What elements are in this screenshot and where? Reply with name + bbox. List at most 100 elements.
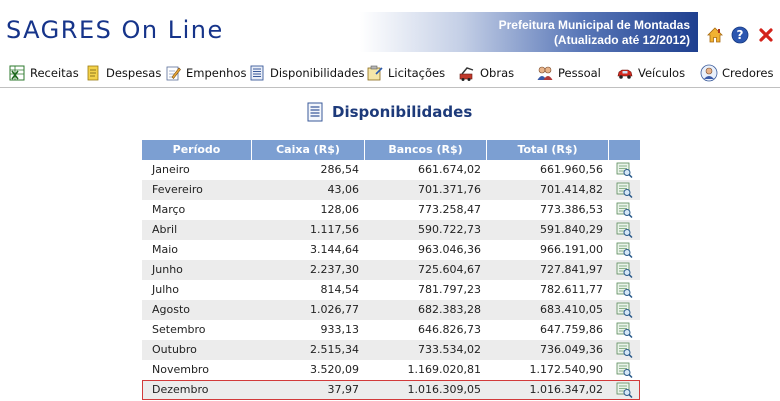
table-row: Agosto 1.026,77 682.383,28 683.410,05	[142, 300, 640, 320]
table-row: Julho 814,54 781.797,23 782.611,77	[142, 280, 640, 300]
nav-disponibilidades[interactable]: Disponibilidades	[248, 62, 364, 84]
list-document-icon	[250, 65, 264, 81]
list-document-icon	[307, 102, 323, 122]
nav-label: Licitações	[388, 66, 446, 80]
cell-caixa: 128,06	[320, 203, 360, 216]
col-header-total: Total (R$)	[487, 140, 609, 160]
table-row: Novembro 3.520,09 1.169.020,81 1.172.540,90	[142, 360, 640, 380]
cell-detail	[609, 200, 640, 220]
cell-periodo: Março	[152, 203, 186, 216]
detail-view-icon[interactable]	[616, 162, 633, 178]
nav-receitas[interactable]: Receitas	[8, 62, 79, 84]
nav-label: Disponibilidades	[270, 66, 365, 80]
table-row: Junho 2.237,30 725.604,67 727.841,97	[142, 260, 640, 280]
table-row: Setembro 933,13 646.826,73 647.759,86	[142, 320, 640, 340]
nav-empenhos[interactable]: Empenhos	[164, 62, 246, 84]
cell-detail	[609, 280, 640, 300]
detail-view-icon[interactable]	[616, 202, 633, 218]
cell-periodo: Outubro	[152, 343, 197, 356]
cell-bancos: 725.604,67	[418, 263, 481, 276]
nav-label: Credores	[722, 66, 774, 80]
nav-label: Receitas	[30, 66, 79, 80]
help-icon[interactable]: ?	[731, 26, 749, 44]
detail-view-icon[interactable]	[616, 242, 633, 258]
cell-total: 727.841,97	[540, 263, 603, 276]
col-header-bancos: Bancos (R$)	[365, 140, 487, 160]
cell-bancos: 733.534,02	[418, 343, 481, 356]
cell-total: 683.410,05	[540, 303, 603, 316]
cell-caixa: 1.026,77	[310, 303, 359, 316]
org-name: Prefeitura Municipal de Montadas	[498, 18, 690, 32]
nav-label: Obras	[480, 66, 515, 80]
home-icon[interactable]	[706, 26, 724, 44]
cell-total: 736.049,36	[540, 343, 603, 356]
nav-veiculos[interactable]: Veículos	[616, 62, 685, 84]
cell-total: 773.386,53	[540, 203, 603, 216]
cell-detail	[609, 360, 640, 380]
app-header: SAGRES On Line Prefeitura Municipal de M…	[0, 0, 780, 58]
col-header-periodo: Período	[142, 140, 252, 160]
cell-caixa: 1.117,56	[310, 223, 359, 236]
detail-view-icon[interactable]	[616, 222, 633, 238]
detail-view-icon[interactable]	[616, 262, 633, 278]
cell-caixa: 814,54	[320, 283, 360, 296]
cell-bancos: 963.046,36	[418, 243, 481, 256]
nav-pessoal[interactable]: Pessoal	[536, 62, 601, 84]
cell-periodo: Dezembro	[152, 383, 209, 396]
detail-view-icon[interactable]	[616, 302, 633, 318]
cell-detail	[609, 260, 640, 280]
cell-detail	[609, 240, 640, 260]
cell-bancos: 682.383,28	[418, 303, 481, 316]
table-row: Março 128,06 773.258,47 773.386,53	[142, 200, 640, 220]
cell-total: 647.759,86	[540, 323, 603, 336]
cell-total: 591.840,29	[540, 223, 603, 236]
cell-total: 701.414,82	[540, 183, 603, 196]
cell-periodo: Novembro	[152, 363, 209, 376]
app-logo: SAGRES On Line	[6, 16, 224, 44]
disponibilidades-table: Período Caixa (R$) Bancos (R$) Total (R$…	[142, 140, 640, 400]
cell-detail	[609, 320, 640, 340]
cell-periodo: Janeiro	[152, 163, 190, 176]
cell-bancos: 590.722,73	[418, 223, 481, 236]
nav-obras[interactable]: Obras	[458, 62, 514, 84]
cell-total: 1.016.347,02	[529, 383, 603, 396]
detail-view-icon[interactable]	[616, 282, 633, 298]
updated-status: (Atualizado até 12/2012)	[553, 33, 690, 47]
document-icon	[87, 65, 99, 81]
table-header-row: Período Caixa (R$) Bancos (R$) Total (R$…	[142, 140, 640, 160]
table-row: Dezembro 37,97 1.016.309,05 1.016.347,02	[142, 380, 640, 400]
cell-bancos: 646.826,73	[418, 323, 481, 336]
table-row: Fevereiro 43,06 701.371,76 701.414,82	[142, 180, 640, 200]
close-icon[interactable]	[757, 26, 775, 44]
detail-view-icon[interactable]	[616, 342, 633, 358]
cell-detail	[609, 160, 640, 180]
cell-detail	[609, 180, 640, 200]
cell-detail	[609, 220, 640, 240]
nav-label: Empenhos	[186, 66, 247, 80]
table-row: Janeiro 286,54 661.674,02 661.960,56	[142, 160, 640, 180]
cell-periodo: Julho	[152, 283, 179, 296]
clipboard-icon	[367, 65, 383, 81]
cell-total: 782.611,77	[540, 283, 603, 296]
cell-caixa: 2.515,34	[310, 343, 359, 356]
detail-view-icon[interactable]	[616, 182, 633, 198]
detail-view-icon[interactable]	[616, 382, 633, 398]
cell-total: 966.191,00	[540, 243, 603, 256]
cell-periodo: Fevereiro	[152, 183, 203, 196]
detail-view-icon[interactable]	[616, 362, 633, 378]
header-actions: ?	[704, 26, 778, 46]
table-row: Maio 3.144,64 963.046,36 966.191,00	[142, 240, 640, 260]
nav-licitacoes[interactable]: Licitações	[366, 62, 445, 84]
cell-periodo: Setembro	[152, 323, 206, 336]
svg-text:?: ?	[737, 28, 744, 42]
nav-despesas[interactable]: Despesas	[84, 62, 161, 84]
spreadsheet-icon	[9, 65, 25, 81]
table-row: Outubro 2.515,34 733.534,02 736.049,36	[142, 340, 640, 360]
nav-label: Veículos	[638, 66, 686, 80]
cell-caixa: 37,97	[327, 383, 360, 396]
car-icon	[617, 69, 633, 79]
user-icon	[700, 64, 718, 82]
detail-view-icon[interactable]	[616, 322, 633, 338]
nav-credores[interactable]: Credores	[700, 62, 773, 84]
table-row: Abril 1.117,56 590.722,73 591.840,29	[142, 220, 640, 240]
